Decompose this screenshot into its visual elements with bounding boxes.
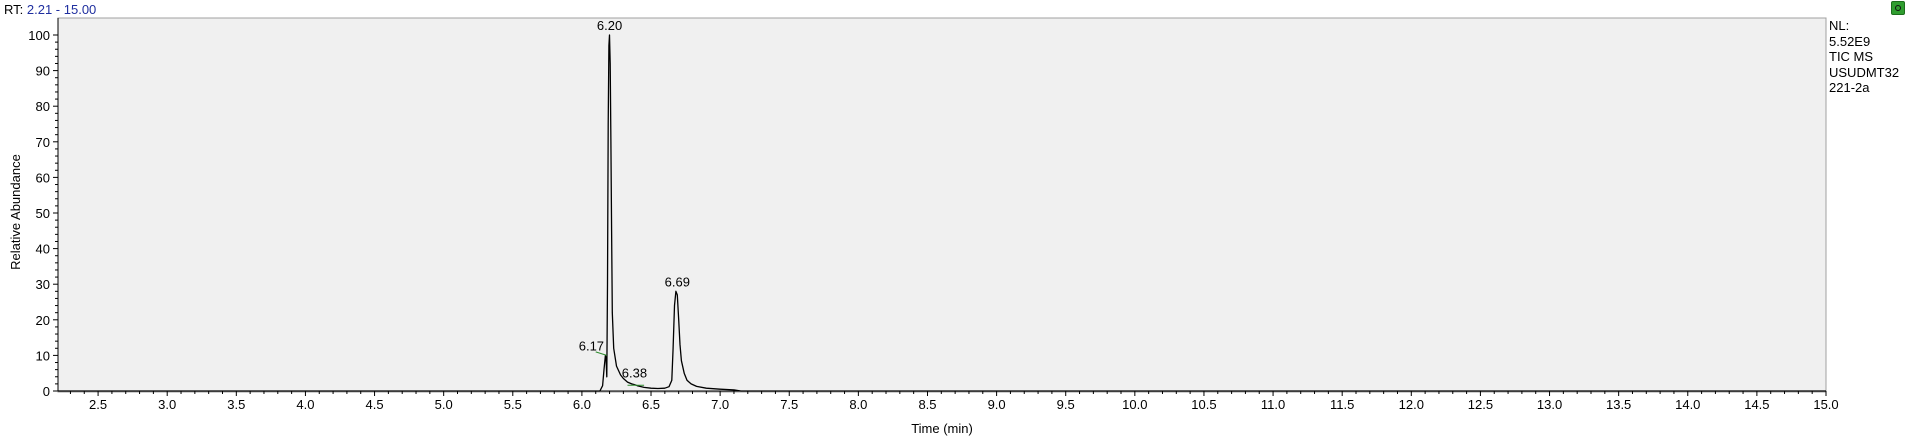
x-tick-label: 5.5 — [504, 397, 522, 412]
x-tick-label: 6.0 — [573, 397, 591, 412]
y-tick-label: 20 — [36, 313, 50, 328]
x-tick-label: 3.5 — [227, 397, 245, 412]
y-tick-label: 90 — [36, 64, 50, 79]
y-axis-label: Relative Abundance — [8, 154, 23, 270]
x-tick-label: 7.5 — [780, 397, 798, 412]
x-tick-label: 8.5 — [918, 397, 936, 412]
y-tick-label: 10 — [36, 348, 50, 363]
peak-label: 6.38 — [622, 366, 647, 381]
x-tick-label: 14.5 — [1744, 397, 1769, 412]
x-tick-label: 12.0 — [1399, 397, 1424, 412]
refresh-icon[interactable] — [1891, 1, 1905, 15]
x-tick-label: 5.0 — [435, 397, 453, 412]
nl-value: 5.52E9 — [1829, 33, 1871, 49]
trace-info-panel: NL: 5.52E9 TIC MS USUDMT32 221-2a — [1829, 18, 1899, 96]
peak-labels: 6.20 6.17 6.38 6.69 — [579, 18, 690, 381]
x-tick-label: 10.0 — [1122, 397, 1147, 412]
baseline-mark — [595, 351, 607, 356]
rt-prefix: RT: — [4, 2, 24, 17]
x-tick-label: 13.0 — [1537, 397, 1562, 412]
scan-filter: TIC MS — [1829, 49, 1874, 64]
sample-name-line1: USUDMT32 — [1829, 64, 1900, 80]
x-tick-label: 11.5 — [1330, 397, 1354, 412]
peak-label: 6.20 — [597, 18, 622, 33]
x-tick-label: 11.0 — [1261, 397, 1285, 412]
peak-label: 6.69 — [665, 274, 690, 289]
x-tick-label: 8.0 — [849, 397, 867, 412]
x-tick-label: 12.5 — [1468, 397, 1493, 412]
y-tick-label: 50 — [36, 206, 50, 221]
nl-label: NL: — [1829, 18, 1850, 33]
y-tick-label: 100 — [28, 28, 50, 43]
rt-range-value: 2.21 - 15.00 — [26, 2, 97, 17]
y-tick-label: 40 — [36, 242, 50, 257]
peak-label: 6.17 — [579, 338, 604, 353]
x-tick-label: 7.0 — [711, 397, 729, 412]
x-tick-label: 14.0 — [1675, 397, 1700, 412]
x-tick-label: 13.5 — [1606, 397, 1631, 412]
y-tick-label: 30 — [36, 277, 50, 292]
x-tick-label: 2.5 — [89, 397, 107, 412]
sample-name-line2: 221-2a — [1829, 80, 1870, 95]
traces — [58, 34, 1826, 392]
x-tick-label: 10.5 — [1191, 397, 1216, 412]
rt-range-label: RT: 2.21 - 15.00 — [4, 2, 96, 17]
x-axis: 2.5 3.0 3.5 4.0 4.5 5.0 5.5 6.0 6.5 7.0 7.5 8.0 8.5 9… — [58, 390, 1839, 412]
y-axis: 0 10 20 30 40 50 60 70 80 90 100 — [28, 18, 59, 399]
y-tick-label: 60 — [36, 170, 50, 185]
x-tick-label: 6.5 — [642, 397, 660, 412]
x-tick-label: 4.0 — [296, 397, 314, 412]
y-tick-label: 0 — [43, 384, 50, 399]
x-tick-label: 3.0 — [158, 397, 176, 412]
x-tick-label: 4.5 — [366, 397, 384, 412]
y-tick-label: 80 — [36, 99, 50, 114]
plot-area — [57, 17, 1827, 393]
x-tick-label: 9.0 — [988, 397, 1006, 412]
y-tick-label: 70 — [36, 135, 50, 150]
x-tick-label: 9.5 — [1057, 397, 1075, 412]
x-axis-label: Time (min) — [911, 421, 973, 436]
x-tick-label: 15.0 — [1813, 397, 1838, 412]
